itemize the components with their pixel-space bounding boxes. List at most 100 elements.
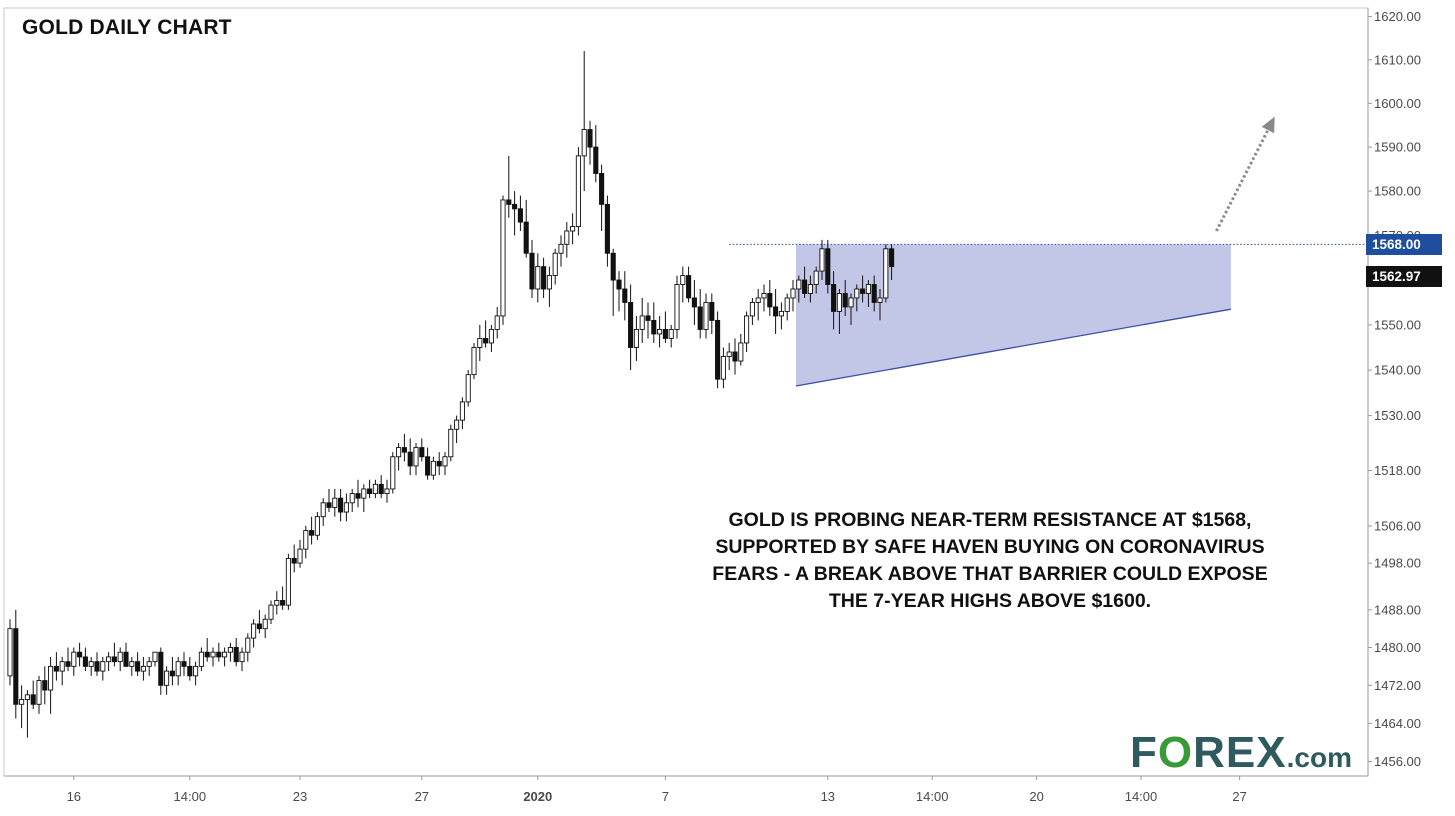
candle-body-up — [494, 315, 500, 330]
candle — [657, 315, 663, 348]
candle — [749, 297, 755, 325]
y-axis: 1620.001610.001600.001590.001580.001570.… — [1368, 9, 1421, 769]
candle — [338, 488, 344, 522]
candle — [552, 248, 558, 285]
candle-body-up — [755, 297, 761, 303]
candle-body-up — [720, 356, 726, 380]
candle-body-down — [587, 129, 593, 148]
candle — [436, 452, 442, 476]
candle — [639, 297, 645, 343]
candle — [755, 288, 761, 321]
candle — [558, 235, 564, 267]
x-axis: 16 14:00 23 27 2020 7 13 14:00 20 14:00 27 — [67, 776, 1247, 804]
candle — [709, 293, 715, 334]
annotation-line-4: THE 7-YEAR HIGHS ABOVE $1600. — [828, 590, 1152, 612]
candle-body-up — [883, 248, 889, 299]
forex-logo: FOREX.com — [1130, 728, 1352, 778]
candle-body-up — [129, 661, 135, 667]
candle-body-down — [187, 665, 193, 677]
candle — [726, 342, 732, 371]
candle-body-up — [146, 661, 152, 667]
candle — [82, 647, 88, 672]
candle-body-up — [361, 488, 367, 499]
candle-body-up — [222, 651, 228, 658]
triangle-shape — [795, 244, 1231, 386]
candle — [651, 302, 657, 343]
candle — [175, 656, 181, 686]
candle-body-up — [384, 488, 390, 495]
candle — [593, 125, 599, 183]
candle-body-up — [854, 288, 860, 299]
candle-body-up — [448, 428, 454, 458]
y-tick-label: 1488.00 — [1374, 602, 1421, 617]
candle — [59, 656, 65, 686]
x-tick-label: 16 — [67, 789, 81, 804]
candle — [129, 656, 135, 676]
y-tick-label: 1472.00 — [1374, 678, 1421, 693]
candle — [448, 424, 454, 462]
candle-body-up — [877, 297, 883, 303]
candle-body-up — [7, 628, 13, 677]
candle — [140, 656, 146, 681]
candle — [767, 280, 773, 316]
y-tick-label: 1610.00 — [1374, 52, 1421, 67]
candle — [790, 280, 796, 312]
candle — [309, 516, 315, 545]
candle — [94, 652, 100, 676]
candle-body-up — [668, 328, 674, 339]
candle-body-up — [459, 401, 465, 421]
candle — [303, 525, 309, 559]
arrow-head — [1261, 116, 1275, 134]
candle-body-up — [349, 493, 355, 504]
candle-body-down — [94, 661, 100, 672]
y-tick-label: 1530.00 — [1374, 408, 1421, 423]
candle-body-up — [140, 665, 146, 672]
candle — [343, 493, 349, 522]
candle — [825, 239, 831, 294]
candle — [587, 120, 593, 165]
candle — [384, 479, 390, 503]
candle-body-up — [726, 351, 732, 357]
candle — [88, 656, 94, 676]
candle — [291, 544, 297, 573]
candle-body-up — [245, 637, 251, 653]
x-tick-label: 27 — [415, 789, 429, 804]
candle-body-down — [691, 297, 697, 308]
y-tick-label: 1590.00 — [1374, 140, 1421, 155]
candle-body-up — [59, 661, 65, 672]
candle-body-down — [204, 651, 210, 658]
candle — [744, 311, 750, 352]
candle-body-up — [535, 266, 541, 290]
candle — [419, 438, 425, 462]
candle — [413, 443, 419, 476]
candle-body-down — [610, 252, 616, 281]
candle-body-up — [19, 699, 25, 705]
candle — [819, 239, 825, 281]
candle — [442, 452, 448, 476]
last-price-tag: 1562.97 — [1366, 266, 1442, 288]
candle-body-up — [744, 315, 750, 344]
candle-body-up — [314, 516, 320, 536]
candle — [216, 642, 222, 662]
candle — [204, 638, 210, 662]
annotation-line-2: SUPPORTED BY SAFE HAVEN BUYING ON CORONA… — [715, 536, 1265, 558]
candle-body-up — [807, 284, 813, 294]
candle — [378, 475, 384, 499]
candle-body-up — [477, 337, 483, 348]
candle-body-down — [517, 208, 523, 223]
candle-body-down — [309, 530, 315, 536]
candle — [274, 591, 280, 615]
resistance-price-tag: 1568.00 — [1366, 233, 1442, 255]
candle — [251, 619, 257, 648]
candle — [807, 275, 813, 303]
candle-body-up — [575, 155, 581, 228]
candle — [123, 642, 129, 667]
candle-body-down — [13, 628, 19, 705]
candle — [164, 666, 170, 695]
candle — [326, 488, 332, 513]
candle — [13, 609, 19, 719]
candle — [407, 438, 413, 476]
candle — [396, 443, 402, 471]
candle-body-down — [111, 656, 117, 663]
